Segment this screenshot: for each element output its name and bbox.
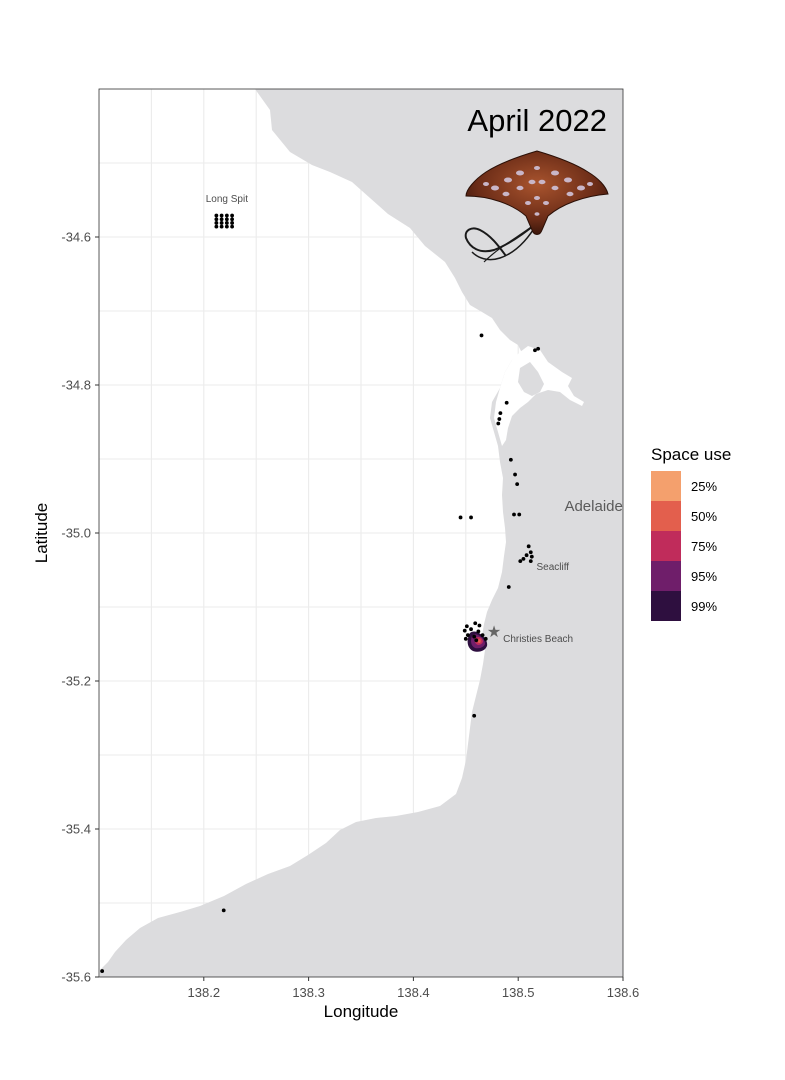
receiver-point <box>214 224 219 229</box>
legend-swatch <box>651 471 681 501</box>
x-axis-title: Longitude <box>324 1002 399 1021</box>
y-axis-title: Latitude <box>32 503 51 564</box>
receiver-point <box>508 457 513 462</box>
eagle-ray-icon <box>464 150 609 263</box>
receiver-point <box>515 482 520 487</box>
receiver-point <box>472 634 477 639</box>
receiver-point <box>463 636 468 641</box>
port-river-inlet <box>494 346 584 446</box>
legend-swatch <box>651 591 681 621</box>
receiver-point <box>496 421 501 426</box>
legend-label: 25% <box>691 479 717 494</box>
x-tick-label: 138.4 <box>397 985 430 1000</box>
map-title: April 2022 <box>467 103 607 138</box>
receiver-point <box>219 217 224 222</box>
x-tick-label: 138.2 <box>188 985 221 1000</box>
receiver-point <box>219 213 224 218</box>
receiver-point <box>526 544 531 549</box>
receiver-point <box>224 221 229 225</box>
receiver-point <box>219 224 224 229</box>
x-tick-label: 138.5 <box>502 985 535 1000</box>
place-label: Adelaide <box>564 498 622 515</box>
receiver-point <box>474 638 479 643</box>
x-tick-label: 138.3 <box>292 985 325 1000</box>
receiver-point <box>465 633 470 638</box>
legend-label: 75% <box>691 539 717 554</box>
receiver-point <box>477 623 482 628</box>
receiver-point <box>476 629 481 634</box>
place-label: Christies Beach <box>503 634 573 645</box>
receiver-point <box>230 217 234 222</box>
receiver-point <box>214 217 219 222</box>
receiver-point <box>498 411 503 416</box>
receiver-point <box>469 515 473 520</box>
legend-swatch <box>651 531 681 561</box>
receiver-point <box>464 624 469 629</box>
place-label: Long Spit <box>206 194 248 205</box>
mainland-coast <box>100 89 623 977</box>
land-layer <box>100 89 623 977</box>
receiver-point <box>224 217 229 222</box>
receiver-point <box>533 348 537 353</box>
receiver-point <box>497 417 502 421</box>
receiver-point <box>479 333 484 338</box>
receiver-point <box>528 559 533 564</box>
receiver-point <box>504 400 509 405</box>
receiver-point <box>473 621 478 626</box>
receiver-point <box>221 908 226 913</box>
receiver-point <box>517 512 522 517</box>
receiver-point <box>224 213 229 218</box>
receiver-point <box>506 585 511 589</box>
receiver-point <box>214 221 219 225</box>
receiver-point <box>230 221 234 225</box>
receiver-point <box>469 627 473 632</box>
legend: Space use 25% 50% 75% 95% 99% <box>651 445 731 621</box>
place-labels: Long Spit Adelaide Seacliff Christies Beach <box>206 194 623 645</box>
receiver-point <box>480 633 485 638</box>
legend-label: 50% <box>691 509 717 524</box>
legend-label: 99% <box>691 599 717 614</box>
receiver-point <box>100 969 105 973</box>
receiver-point <box>214 213 219 218</box>
receiver-point <box>536 346 541 351</box>
legend-swatch <box>651 501 681 531</box>
receiver-point <box>529 554 534 559</box>
receiver-point <box>521 557 526 561</box>
y-tick-label: -34.6 <box>61 230 91 245</box>
legend-label: 95% <box>691 569 717 584</box>
y-tick-label: -35.0 <box>61 526 91 541</box>
receiver-point <box>224 224 229 229</box>
place-label: Seacliff <box>536 562 569 573</box>
receiver-point <box>512 512 516 517</box>
receiver-point <box>472 713 477 718</box>
axes: 138.2 138.3 138.4 138.5 138.6 -34.6 -34.8 -35.0… <box>61 230 639 1001</box>
receiver-point <box>483 636 488 641</box>
y-tick-label: -35.2 <box>61 674 91 689</box>
receiver-point <box>528 550 533 555</box>
receiver-point <box>219 221 224 225</box>
y-tick-label: -35.6 <box>61 970 91 985</box>
receiver-points <box>100 213 541 973</box>
y-tick-label: -34.8 <box>61 378 91 393</box>
release-site-star: ★ <box>487 622 501 641</box>
receiver-point <box>230 213 234 218</box>
receiver-point <box>524 553 529 558</box>
receiver-point <box>462 628 467 633</box>
receiver-point <box>518 559 523 564</box>
legend-title: Space use <box>651 445 731 464</box>
receiver-point <box>458 515 463 520</box>
legend-swatch <box>651 561 681 591</box>
receiver-point <box>513 472 517 477</box>
y-tick-label: -35.4 <box>61 822 91 837</box>
receiver-point <box>230 224 234 229</box>
lefevre-peninsula <box>518 362 544 396</box>
x-tick-label: 138.6 <box>607 985 640 1000</box>
